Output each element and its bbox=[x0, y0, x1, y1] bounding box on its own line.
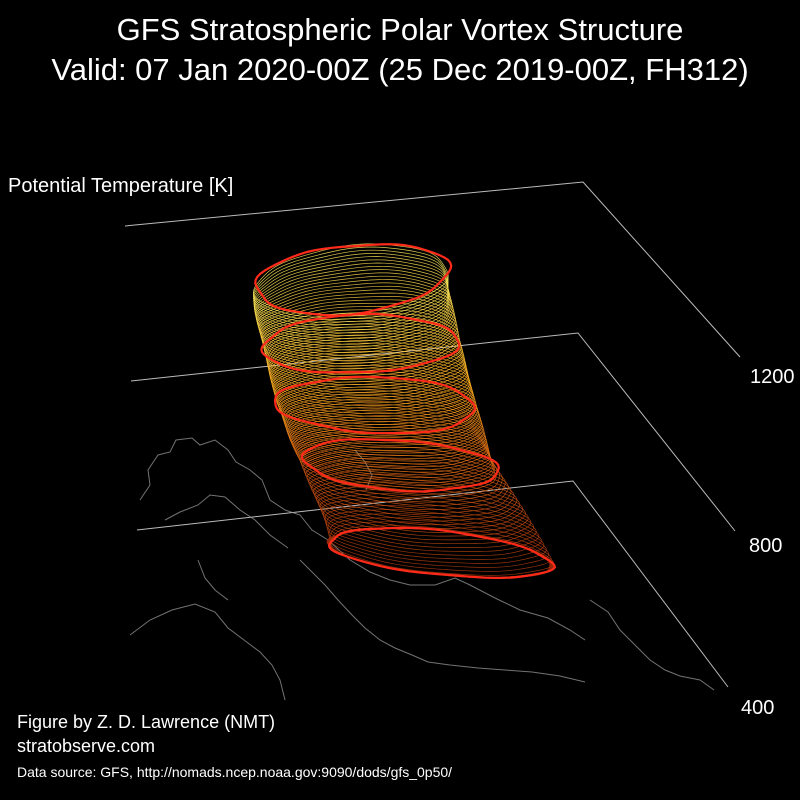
isentropic-contour bbox=[285, 397, 485, 454]
isentropic-contour bbox=[267, 334, 466, 393]
chart-subtitle: Valid: 07 Jan 2020-00Z (25 Dec 2019-00Z,… bbox=[51, 52, 749, 87]
isentropic-contour bbox=[278, 381, 479, 439]
highlight-contour bbox=[327, 526, 556, 579]
isentropic-contour bbox=[292, 424, 492, 478]
isentropic-contour bbox=[254, 272, 451, 339]
isentropic-contour bbox=[330, 527, 555, 578]
isentropic-contour bbox=[281, 386, 481, 444]
isentropic-contour bbox=[260, 306, 458, 367]
highlight-contour bbox=[254, 243, 453, 317]
isentropic-contour bbox=[255, 279, 452, 345]
isentropic-contour bbox=[321, 497, 537, 548]
z-axis-label: Potential Temperature [K] bbox=[8, 175, 234, 197]
highlight-contour bbox=[300, 438, 500, 493]
website-link[interactable]: stratobserve.com bbox=[17, 736, 156, 756]
isentropic-contour bbox=[289, 412, 489, 468]
isentropic-contour bbox=[303, 454, 506, 507]
vortex-contours bbox=[253, 243, 556, 579]
isentropic-contour bbox=[253, 243, 449, 315]
coastline bbox=[197, 559, 229, 601]
z-tick-label: 800 bbox=[749, 535, 783, 557]
isentropic-contour bbox=[288, 409, 488, 465]
isentropic-contour bbox=[282, 389, 482, 446]
isentropic-contour bbox=[285, 400, 486, 457]
isentropic-contour bbox=[286, 403, 486, 459]
isentropic-contour bbox=[261, 309, 459, 370]
isentropic-contour bbox=[309, 469, 518, 522]
isentropic-contour bbox=[308, 465, 515, 518]
highlight-contour bbox=[273, 375, 477, 435]
grid-plane-line bbox=[136, 480, 729, 688]
coastline bbox=[589, 599, 715, 691]
z-tick-label: 1200 bbox=[750, 366, 795, 388]
isentropic-contour bbox=[257, 292, 456, 356]
z-tick-label: 400 bbox=[741, 697, 775, 719]
isentropic-contour bbox=[254, 269, 450, 337]
isentropic-contour bbox=[317, 489, 532, 541]
isentropic-contour bbox=[326, 509, 545, 560]
isentropic-contour bbox=[314, 481, 526, 533]
isentropic-contour bbox=[258, 296, 456, 359]
isentropic-contour bbox=[256, 285, 454, 351]
isentropic-contour bbox=[253, 262, 449, 331]
isentropic-contour bbox=[255, 275, 451, 342]
isentropic-contour bbox=[319, 493, 535, 545]
coastline bbox=[164, 494, 289, 549]
coastline bbox=[129, 603, 286, 701]
isentropic-contour bbox=[255, 282, 453, 348]
chart-title: GFS Stratospheric Polar Vortex Structure bbox=[116, 12, 684, 47]
figure-credit: Figure by Z. D. Lawrence (NMT) bbox=[17, 712, 276, 732]
coastline-map bbox=[129, 437, 715, 701]
isentropic-contour bbox=[253, 265, 449, 334]
coastline bbox=[139, 437, 586, 641]
highlight-contour bbox=[260, 312, 461, 374]
isentropic-contour bbox=[305, 458, 509, 511]
coastline bbox=[299, 559, 586, 683]
isentropic-contour bbox=[257, 289, 455, 354]
data-source-note: Data source: GFS, http://nomads.ncep.noa… bbox=[17, 764, 453, 780]
isentropic-contour bbox=[287, 406, 487, 462]
isentropic-contour bbox=[312, 477, 523, 529]
grid-plane-line bbox=[124, 181, 741, 358]
isentropic-contour bbox=[301, 446, 500, 499]
isentropic-contour bbox=[293, 426, 492, 481]
